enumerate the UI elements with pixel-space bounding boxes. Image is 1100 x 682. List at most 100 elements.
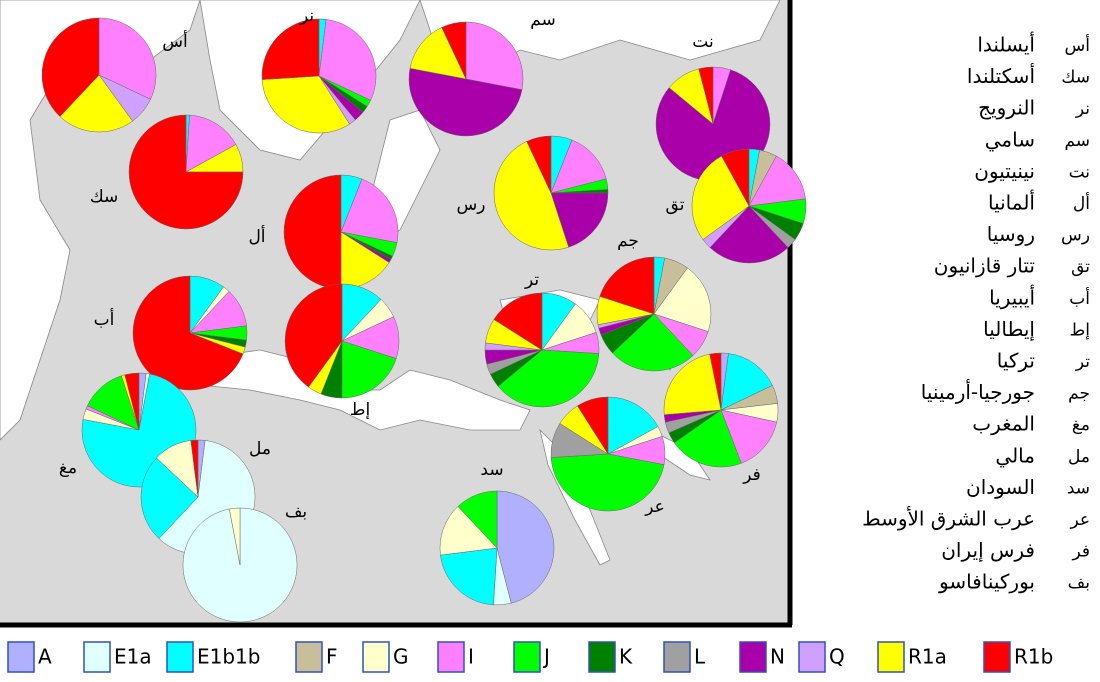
pie-slice <box>721 148 750 207</box>
pie-label: بف <box>285 502 307 522</box>
legend-swatch <box>513 641 541 673</box>
pie <box>284 283 400 399</box>
pie-label: سد <box>480 460 503 480</box>
pie-slice <box>124 372 140 431</box>
pie-slice <box>440 547 498 606</box>
region-abbr: تق <box>1071 257 1090 277</box>
region-name: روسيا <box>987 222 1035 246</box>
pie <box>439 490 555 606</box>
region-name: النرويج <box>978 96 1035 120</box>
pie-slice <box>140 457 199 539</box>
pie <box>550 396 666 512</box>
legend-swatch <box>588 641 616 673</box>
region-name: المغرب <box>972 412 1035 436</box>
pie-label: نت <box>692 32 713 52</box>
legend-label: R1a <box>908 645 947 669</box>
region-abbr: أب <box>1069 287 1090 309</box>
pie-slice <box>229 507 241 566</box>
legend-label: J <box>542 645 550 669</box>
region-name: أيسلندا <box>977 32 1035 57</box>
pie-slice <box>409 27 467 80</box>
legend-swatch <box>83 641 111 673</box>
pie-label: سم <box>530 10 556 30</box>
pie-slice <box>340 178 399 243</box>
region-abbr: أل <box>1073 192 1090 214</box>
pie-label: عر <box>644 497 665 517</box>
pie-label: رس <box>457 195 486 215</box>
pie-slice <box>41 17 100 117</box>
region-abbr: إط <box>1070 320 1090 340</box>
legend-table: أس أيسلندا سك أسكتلندا نر النرويج سم سامي نت نيني… <box>862 32 1090 594</box>
pie-label: مل <box>249 439 271 459</box>
pies: أس سك نر سم نت أل رس تق أب إط تر جم مغ مل سد عر فر بف <box>41 6 807 623</box>
legend: A E1a E1b1b F G I J K L N Q R1a R1b <box>7 641 1053 673</box>
pie-slice <box>190 439 199 498</box>
pie-label: تق <box>666 195 685 215</box>
pie-slice <box>185 114 237 173</box>
region-name: أيبيريا <box>989 284 1035 309</box>
region-name: فرس إيران <box>941 538 1035 563</box>
pie-slice <box>720 353 773 411</box>
pie-slice <box>493 141 569 251</box>
pie-label: أس <box>162 30 187 52</box>
pie-slice <box>698 66 714 125</box>
legend-label: A <box>38 645 52 669</box>
legend-swatch <box>663 641 691 673</box>
legend-label: Q <box>829 645 845 669</box>
region-abbr: تر <box>1075 352 1090 372</box>
pie <box>484 292 600 408</box>
pie-slice <box>284 283 343 388</box>
legend-label: I <box>468 645 474 669</box>
region-abbr: مل <box>1068 447 1090 467</box>
region-name: أسكتلندا <box>967 63 1035 88</box>
pie-slice <box>261 75 350 134</box>
region-abbr: سك <box>1061 68 1090 88</box>
pie-label: جم <box>617 231 639 251</box>
pie-slice <box>408 68 523 137</box>
pie-label: فر <box>742 465 761 485</box>
pie-label: أب <box>94 308 115 330</box>
legend-swatch <box>983 641 1011 673</box>
pie <box>691 148 807 264</box>
legend-label: N <box>770 645 785 669</box>
legend-label: R1b <box>1014 645 1053 669</box>
pie-slice <box>709 205 789 264</box>
region-name: إيطاليا <box>983 317 1035 342</box>
region-abbr: عر <box>1069 510 1090 530</box>
region-name: سامي <box>985 127 1035 152</box>
pie-label: سك <box>90 187 119 207</box>
pie-slice <box>59 74 133 133</box>
region-name: جورجيا-أرمينيا <box>921 379 1035 404</box>
pie <box>128 114 244 230</box>
pie-slice <box>98 17 157 100</box>
legend-label: L <box>694 645 706 669</box>
legend-swatch <box>7 641 35 673</box>
pie-label: مغ <box>59 458 77 478</box>
pie-slice <box>441 21 467 80</box>
pie-slice <box>526 135 552 194</box>
legend-label: E1b1b <box>197 645 260 669</box>
region-abbr: فر <box>1071 542 1090 562</box>
pie <box>261 18 377 134</box>
pie <box>41 17 157 133</box>
region-name: نينيتيون <box>974 159 1035 183</box>
pie-label: إط <box>350 400 370 420</box>
legend-swatch <box>877 641 905 673</box>
pie-slice <box>607 396 659 455</box>
region-name: ألمانيا <box>988 190 1035 215</box>
pie-label: تر <box>524 270 539 290</box>
pie <box>596 256 712 372</box>
region-name: تتار قازانيون <box>934 254 1035 278</box>
pie-slice <box>550 453 665 512</box>
legend-swatch <box>437 641 465 673</box>
pie-label: أل <box>248 225 265 247</box>
region-abbr: نت <box>1069 162 1090 182</box>
pie-slice <box>709 352 722 411</box>
pie-slice <box>341 340 397 399</box>
pie-slice <box>577 396 609 455</box>
region-name: مالي <box>995 443 1035 468</box>
region-name: بوركينافاسو <box>938 570 1035 594</box>
legend-label: F <box>326 645 338 669</box>
region-abbr: بف <box>1068 573 1090 593</box>
region-name: عرب الشرق الأوسط <box>862 507 1035 531</box>
